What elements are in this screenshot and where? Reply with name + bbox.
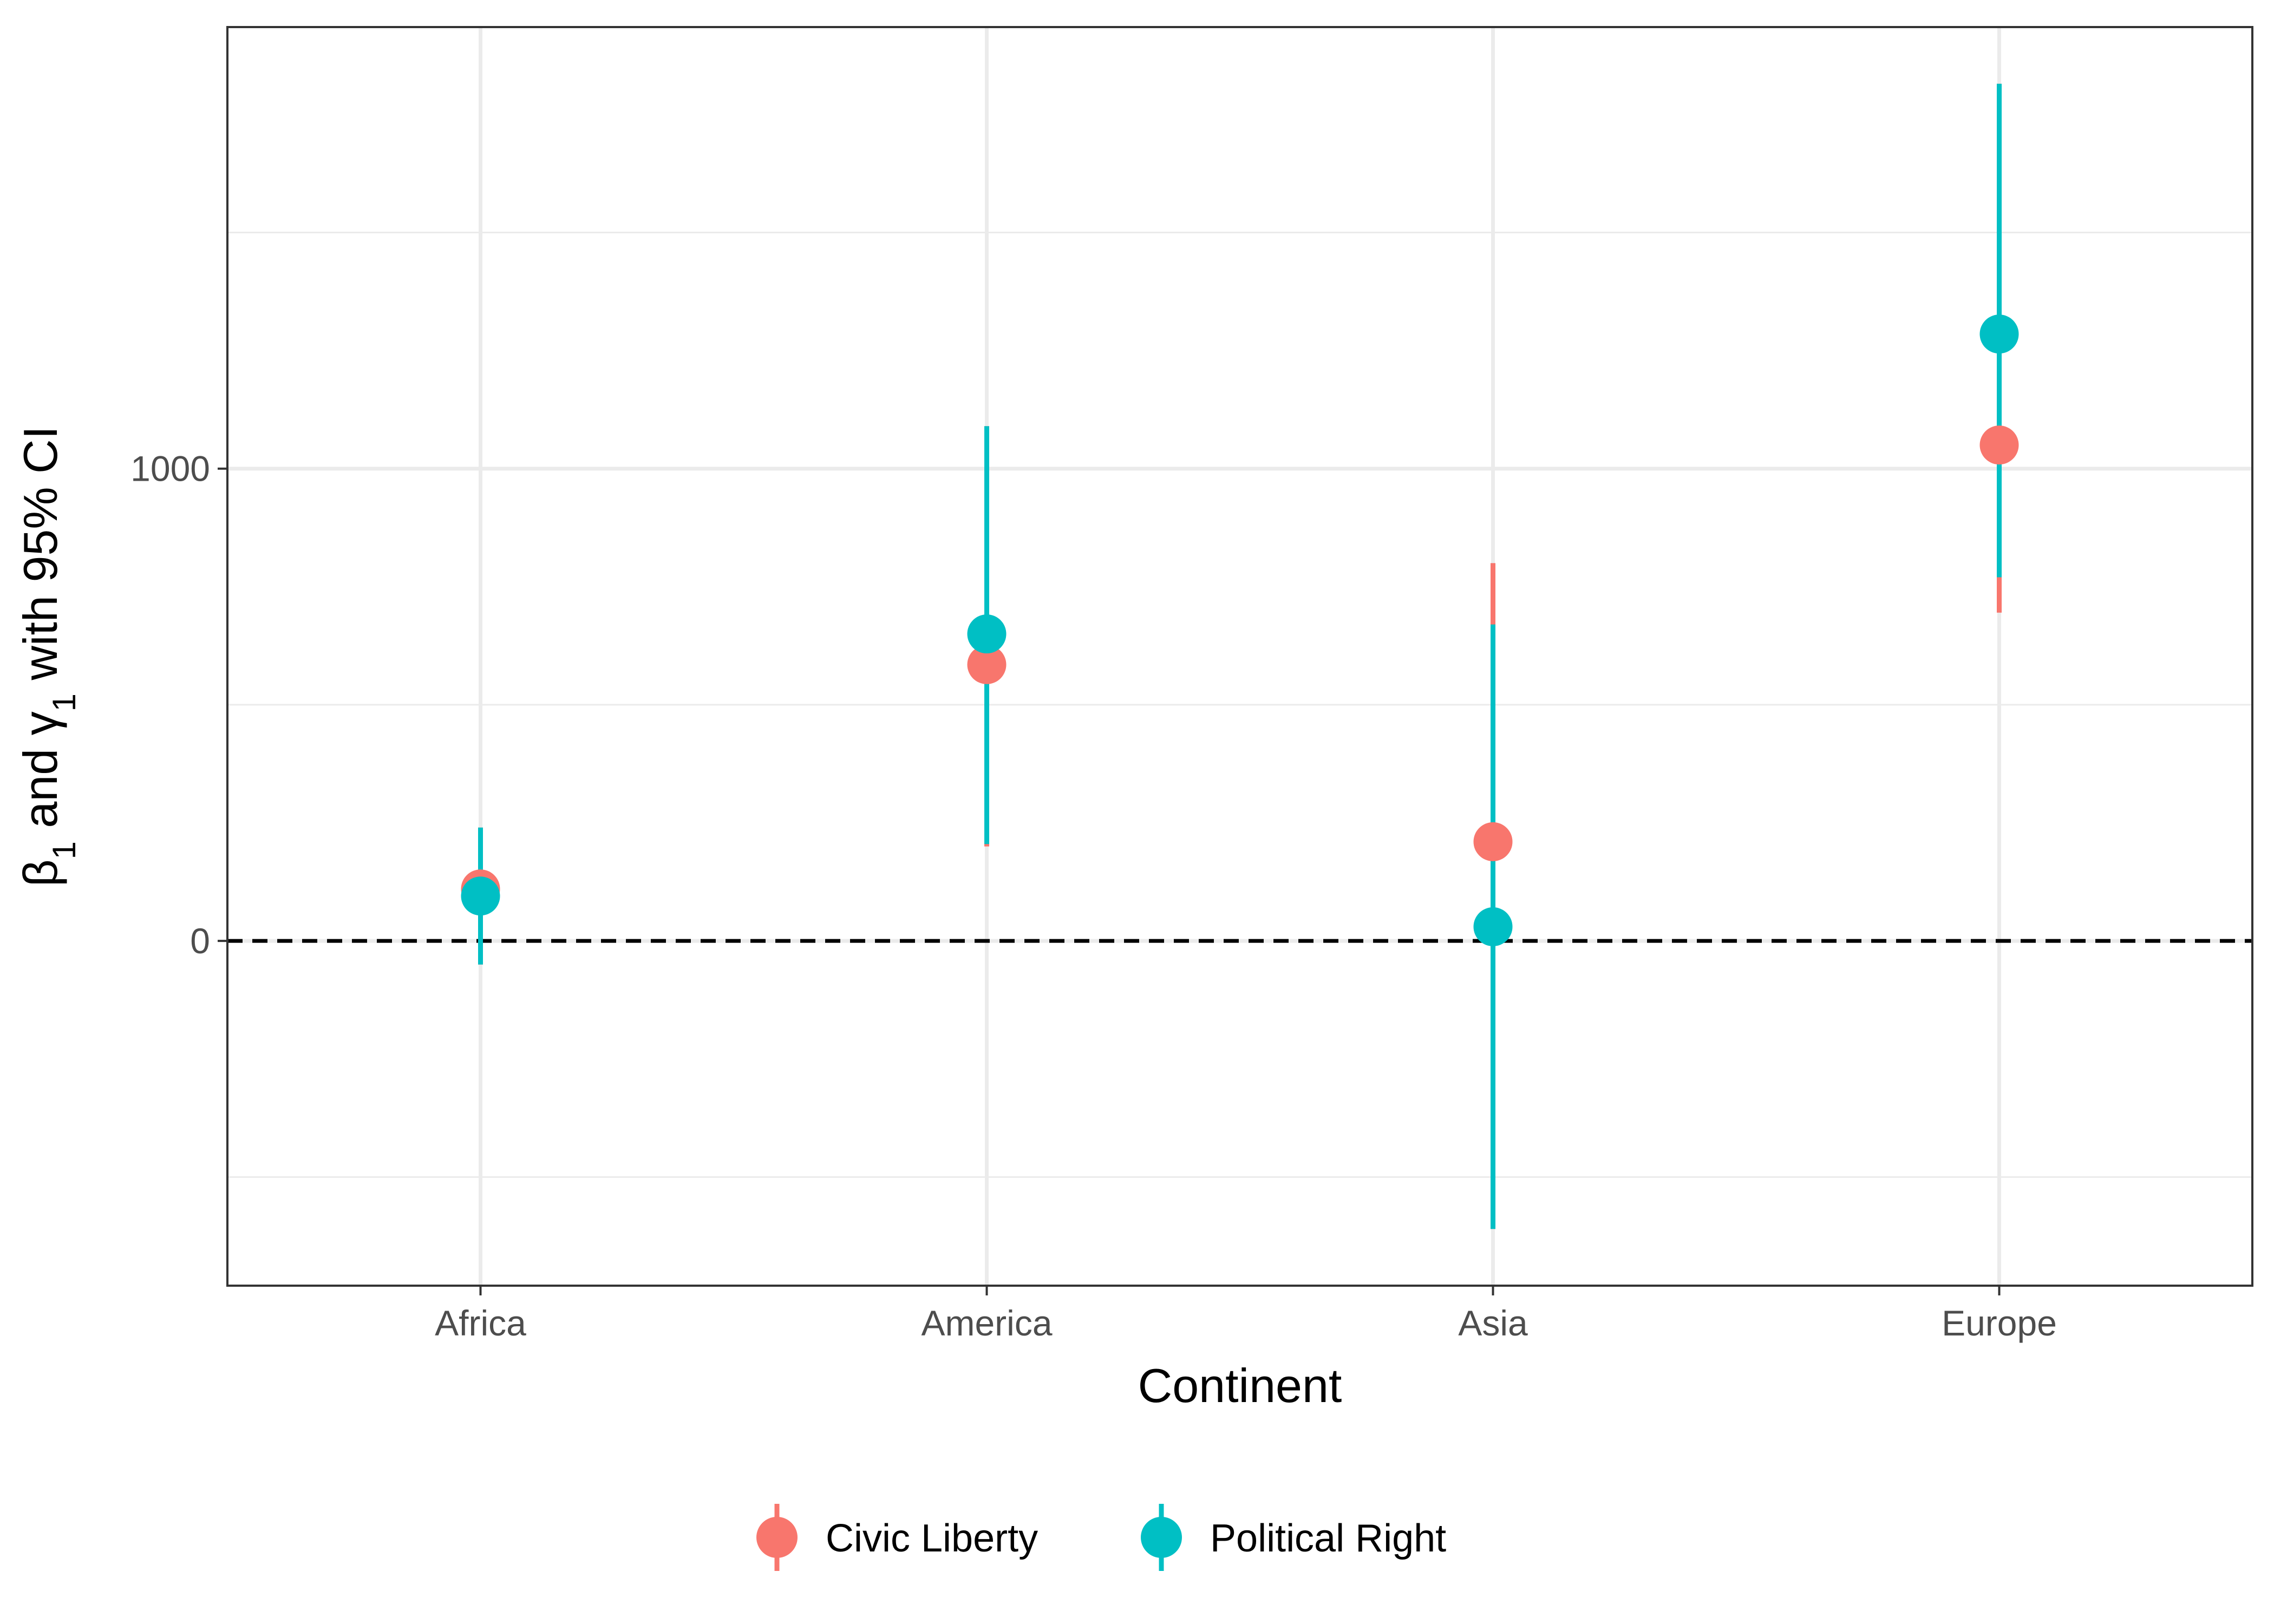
x-tick-label: Europe <box>1942 1303 2057 1343</box>
point-political-right-america <box>967 614 1007 654</box>
data-marks <box>461 83 2019 1229</box>
legend-key-point-political-right <box>1141 1517 1182 1558</box>
point-political-right-europe <box>1979 315 2019 354</box>
point-civic-liberty-america <box>967 645 1007 684</box>
panel-border <box>226 26 2253 1287</box>
y-tick-label: 0 <box>190 921 210 961</box>
legend-label-civic-liberty: Civic Liberty <box>826 1517 1038 1560</box>
x-tick-label: Africa <box>435 1303 526 1343</box>
y-axis-title-part: β <box>14 859 67 887</box>
y-axis-title-subscript: 1 <box>46 841 82 859</box>
plot-background <box>227 27 2252 1286</box>
y-axis-title: β1 and γ1 with 95% CI <box>14 426 82 887</box>
y-tick-label: 1000 <box>130 449 210 489</box>
x-axis-title: Continent <box>1138 1359 1342 1412</box>
point-civic-liberty-asia <box>1473 822 1513 861</box>
legend-label-political-right: Political Right <box>1210 1517 1446 1560</box>
y-axis: 0 1000 <box>130 449 227 961</box>
x-tick-label: America <box>921 1303 1052 1343</box>
x-axis: Africa America Asia Europe <box>435 1286 2057 1343</box>
minor-gridlines <box>227 232 2252 1178</box>
point-political-right-asia <box>1473 907 1513 946</box>
legend: Civic Liberty Political Right <box>756 1504 1446 1571</box>
y-axis-title-subscript: 1 <box>46 693 82 711</box>
y-axis-title-part: and <box>14 735 67 841</box>
x-tick-label: Asia <box>1458 1303 1528 1343</box>
y-axis-title-part: with 95% CI <box>14 426 67 693</box>
y-axis-title-part: γ <box>14 711 67 735</box>
point-political-right-africa <box>461 876 500 916</box>
legend-key-point-civic-liberty <box>756 1517 798 1558</box>
point-civic-liberty-europe <box>1979 425 2019 465</box>
